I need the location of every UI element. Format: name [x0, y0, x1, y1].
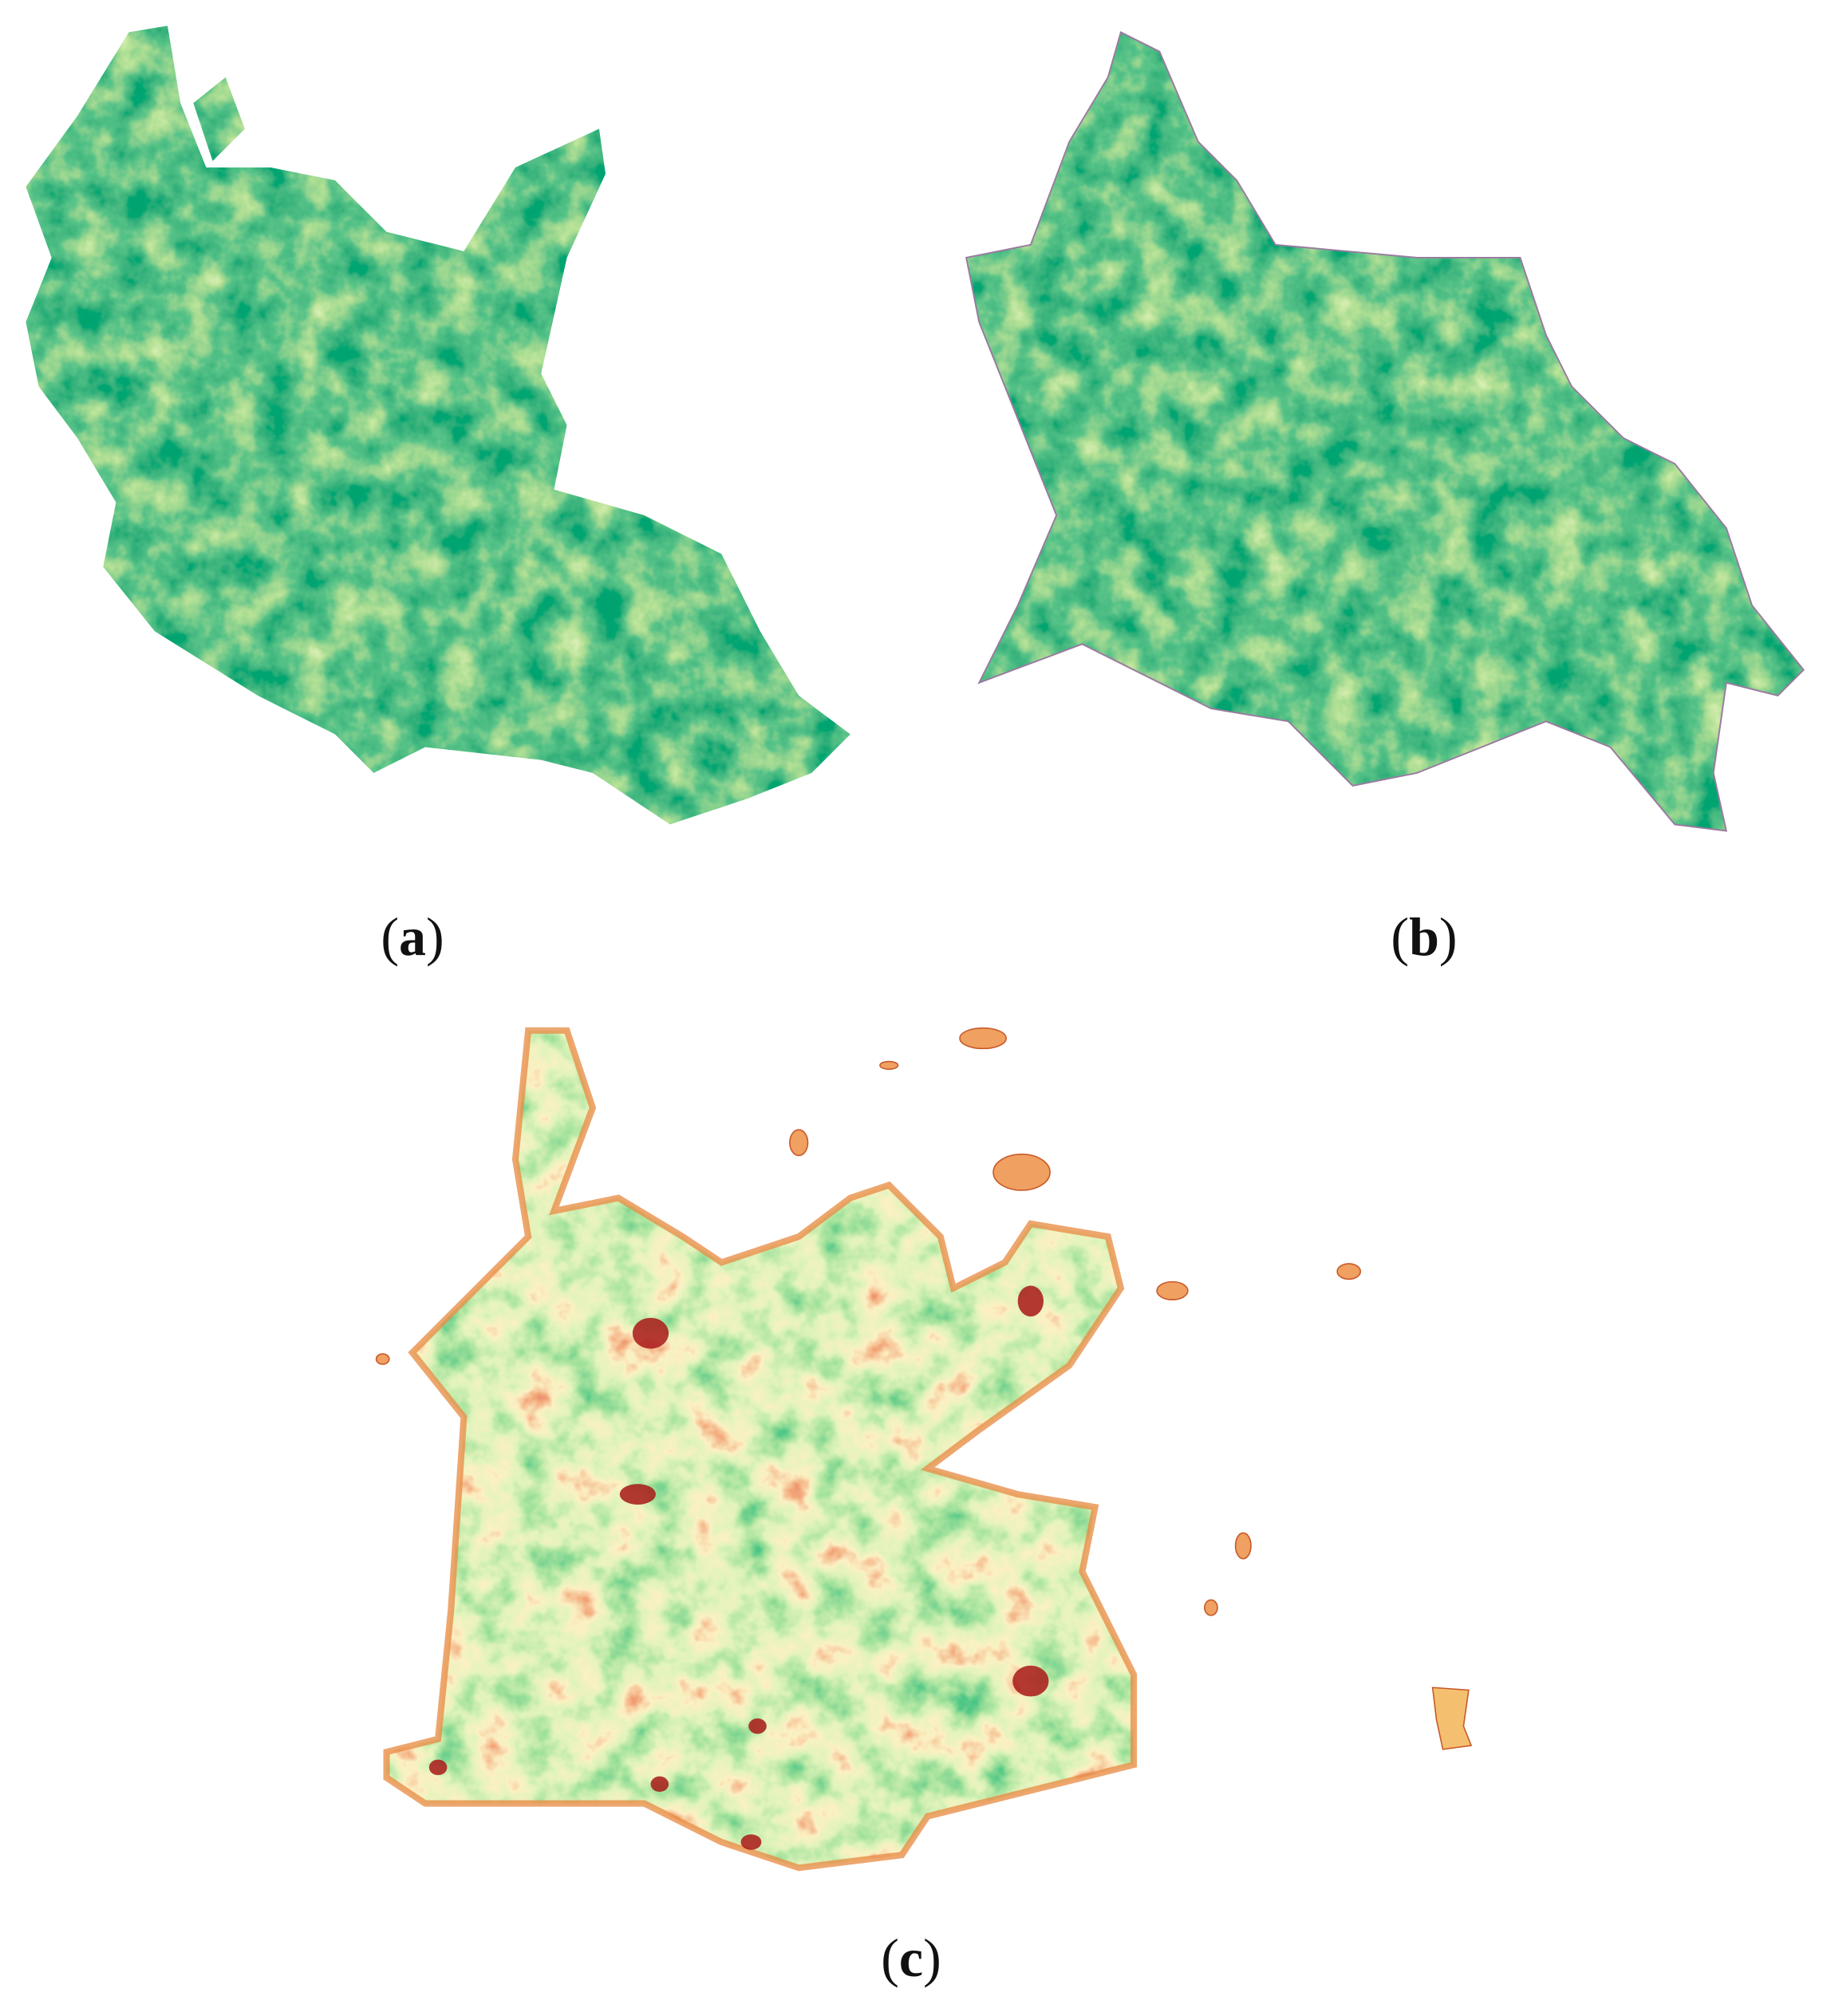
label-paren-close: ) — [923, 1927, 941, 1988]
panel-label-a: (a) — [381, 905, 444, 969]
label-paren-close: ) — [1438, 906, 1458, 967]
label-letter: b — [1409, 906, 1439, 967]
label-paren-open: ( — [1391, 906, 1410, 967]
label-paren-open: ( — [881, 1927, 899, 1988]
label-letter: a — [399, 906, 426, 967]
label-paren-close: ) — [426, 906, 444, 967]
panel-a-map — [26, 26, 850, 825]
panel-b-map — [965, 30, 1805, 832]
panel-label-c: (c) — [881, 1927, 941, 1990]
label-paren-open: ( — [381, 906, 399, 967]
label-letter: c — [898, 1927, 924, 1988]
panel-label-b: (b) — [1391, 905, 1457, 969]
panel-c-map — [375, 1027, 1473, 1872]
